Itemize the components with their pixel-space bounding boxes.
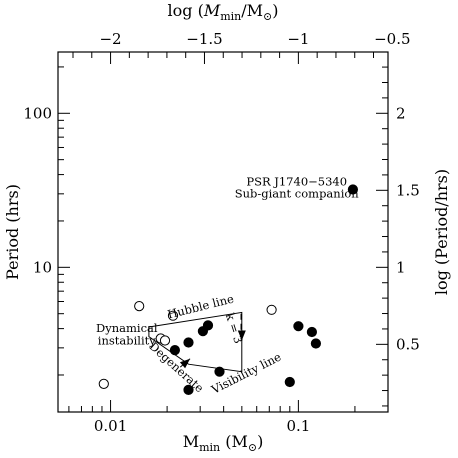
plot-frame xyxy=(57,51,389,413)
open-data-point xyxy=(167,310,179,321)
filled-data-point xyxy=(306,326,317,338)
open-data-point xyxy=(266,304,277,315)
top-tick-label: −1.5 xyxy=(186,30,222,48)
annotation-label: k = 3 xyxy=(223,311,246,345)
y-axis-title: Period (hrs) xyxy=(3,184,22,280)
open-data-point xyxy=(159,335,171,346)
annotation-label: Dynamical xyxy=(96,321,158,335)
filled-data-point xyxy=(183,337,194,348)
right-tick-label: 1.5 xyxy=(396,181,420,199)
annotation-label: instability xyxy=(98,334,156,348)
filled-data-point xyxy=(169,345,180,356)
right-tick-label: 0.5 xyxy=(396,335,420,353)
filled-data-point xyxy=(310,338,321,349)
top-tick-label: −0.5 xyxy=(374,30,410,48)
x-axis-title: Mmin (M⊙) xyxy=(183,432,264,454)
open-data-point xyxy=(98,378,109,389)
right-tick-label: 2 xyxy=(396,104,406,122)
right-tick-label: 1 xyxy=(396,258,406,276)
right-axis-title: log (Period/hrs) xyxy=(432,169,451,295)
open-data-point xyxy=(134,301,145,312)
y-tick-label: 10 xyxy=(33,258,52,276)
filled-data-point xyxy=(183,384,194,395)
y-tick-label: 100 xyxy=(23,104,52,122)
tick-labels: 0.01 0.1 10 100 −2 −1.5 −1 −0.5 0.5 1 1.5 2 xyxy=(23,30,420,435)
data-points xyxy=(98,184,358,395)
arrow-head xyxy=(179,358,191,369)
x-tick-label: 0.1 xyxy=(286,417,310,435)
region-outline xyxy=(148,311,246,373)
filled-data-point xyxy=(214,366,225,377)
region-boundary xyxy=(148,311,243,373)
top-axis-title: log (Mmin/M⊙) xyxy=(167,1,278,23)
top-tick-label: −2 xyxy=(99,30,121,48)
filled-data-point xyxy=(202,320,214,331)
tick-marks xyxy=(58,52,388,412)
filled-data-point xyxy=(347,184,358,195)
annotation-label: Sub-giant companion xyxy=(235,186,360,200)
arrow-head xyxy=(237,330,246,341)
filled-data-point xyxy=(284,376,295,388)
top-tick-label: −1 xyxy=(287,30,309,48)
filled-data-point xyxy=(293,321,304,332)
x-tick-label: 0.01 xyxy=(94,417,127,435)
annotation-label: PSR J1740−5340 xyxy=(246,175,347,189)
